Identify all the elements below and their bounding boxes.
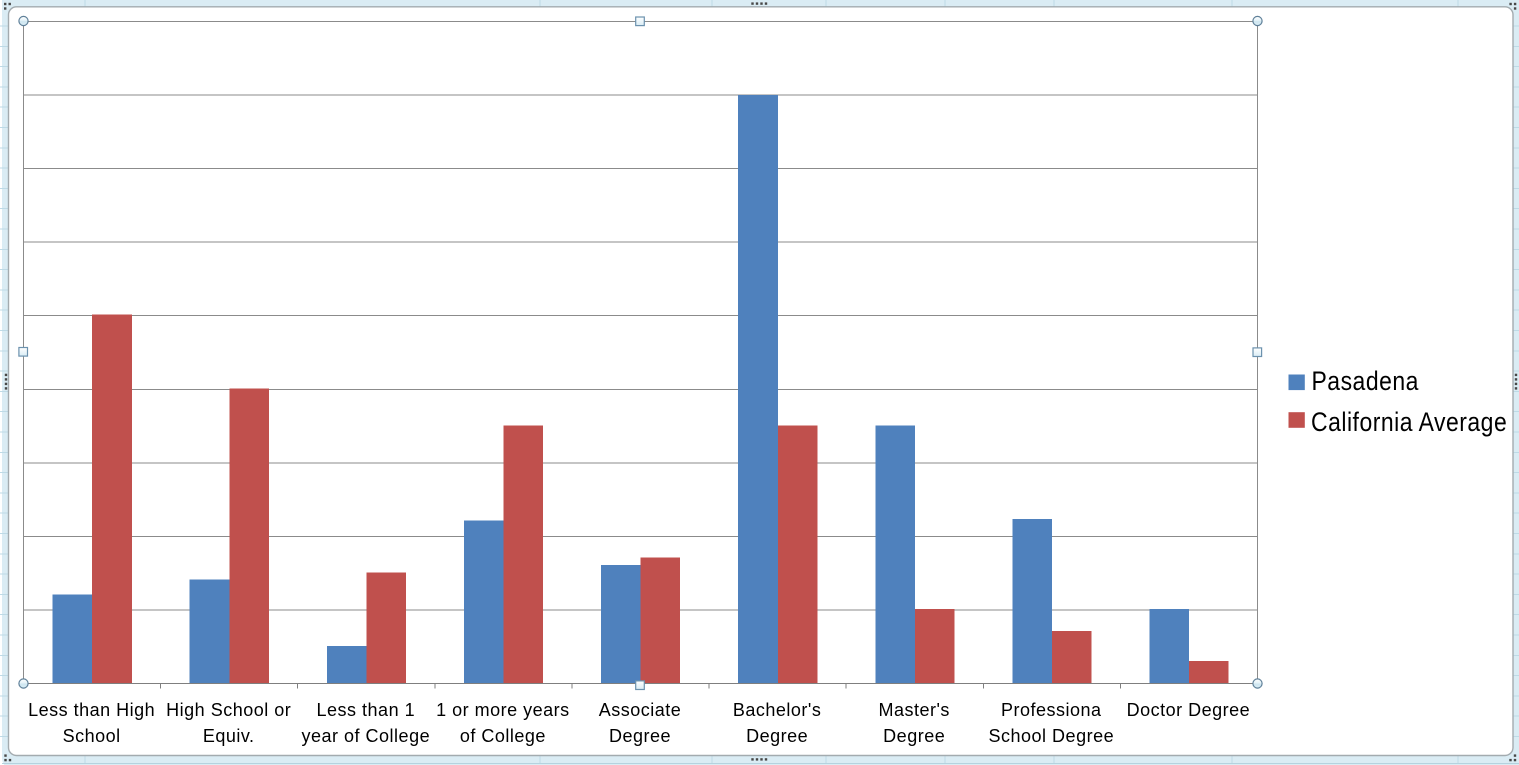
svg-text:Degree: Degree	[609, 726, 671, 746]
svg-text:of College: of College	[460, 726, 546, 746]
svg-text:Professiona: Professiona	[1001, 700, 1102, 720]
svg-text:Pasadena: Pasadena	[1312, 366, 1419, 396]
svg-text:California Average: California Average	[1311, 407, 1507, 437]
svg-text:Less than High: Less than High	[28, 700, 155, 720]
svg-text:Bachelor's: Bachelor's	[733, 700, 821, 720]
svg-text:High School or: High School or	[166, 700, 291, 720]
svg-text:School: School	[63, 726, 121, 746]
svg-text:Doctor Degree: Doctor Degree	[1127, 700, 1251, 720]
svg-text:1 or more years: 1 or more years	[436, 700, 570, 720]
svg-text:Equiv.: Equiv.	[203, 726, 255, 746]
svg-text:Degree: Degree	[746, 726, 808, 746]
svg-text:School Degree: School Degree	[989, 726, 1115, 746]
svg-text:Master's: Master's	[878, 700, 949, 720]
svg-text:Less than 1: Less than 1	[317, 700, 416, 720]
svg-text:year of College: year of College	[302, 726, 431, 746]
svg-text:Degree: Degree	[883, 726, 945, 746]
svg-text:Associate: Associate	[599, 700, 682, 720]
